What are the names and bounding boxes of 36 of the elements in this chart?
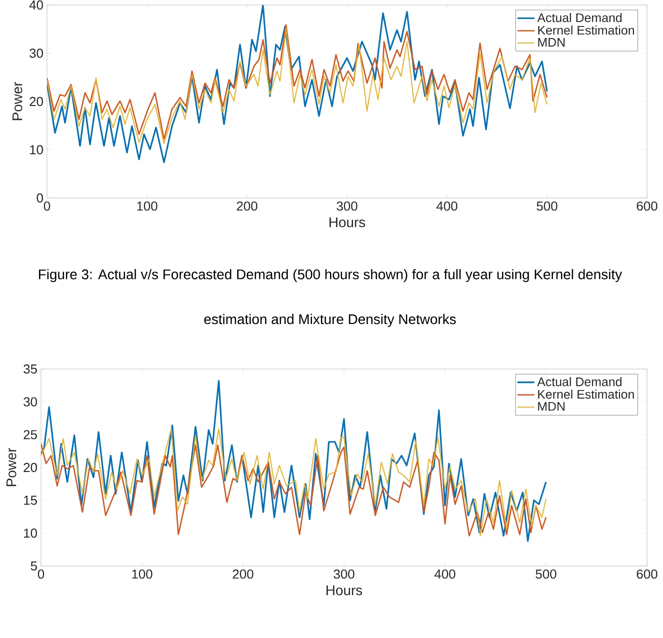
x-tick-label: 600 bbox=[636, 570, 658, 579]
y-tick-label: 25 bbox=[24, 430, 37, 440]
y-axis-title: Power bbox=[6, 448, 16, 486]
y-tick-label: 40 bbox=[29, 0, 43, 10]
x-tick-label: 400 bbox=[436, 202, 458, 211]
x-tick-label: 400 bbox=[434, 570, 456, 579]
y-tick-label: 20 bbox=[24, 462, 37, 472]
x-axis-title: Hours bbox=[326, 586, 362, 596]
x-tick-label: 200 bbox=[232, 570, 254, 579]
legend-label: MDN bbox=[538, 38, 565, 47]
y-tick-label: 30 bbox=[30, 48, 43, 58]
x-tick-label: 600 bbox=[636, 202, 658, 211]
y-tick-label: 0 bbox=[36, 193, 43, 203]
legend-label: Kernel Estimation bbox=[538, 390, 634, 399]
y-tick-label: 30 bbox=[24, 397, 37, 406]
y-axis-title: Power bbox=[12, 82, 22, 120]
text: Figure 3: Actual v/s Forecasted Demand (500 hours shown) for a full year using Kernel density estimation and Mixture Density Networks bbox=[39, 269, 622, 327]
y-tick-label: 10 bbox=[30, 145, 43, 154]
x-tick-label: 100 bbox=[132, 570, 152, 579]
legend-label: Actual Demand bbox=[537, 12, 622, 22]
x-tick-label: 200 bbox=[236, 202, 258, 211]
x-tick-label: 0 bbox=[44, 202, 50, 211]
x-tick-label: 300 bbox=[336, 202, 358, 211]
x-tick-label: 100 bbox=[137, 202, 158, 211]
y-tick-label: 15 bbox=[24, 496, 37, 505]
x-tick-label: 300 bbox=[334, 570, 354, 579]
x-axis-title: Hours bbox=[330, 218, 366, 228]
legend-label: Kernel Estimation bbox=[538, 26, 634, 35]
y-tick-label: 35 bbox=[24, 364, 37, 374]
y-tick-label: 10 bbox=[24, 528, 37, 538]
y-tick-label: 20 bbox=[30, 96, 43, 106]
legend-label: Actual Demand bbox=[537, 377, 622, 386]
legend-label: MDN bbox=[538, 402, 564, 411]
x-tick-label: 500 bbox=[536, 202, 558, 211]
x-tick-label: 500 bbox=[536, 570, 556, 579]
y-tick-label: 5 bbox=[30, 561, 37, 570]
